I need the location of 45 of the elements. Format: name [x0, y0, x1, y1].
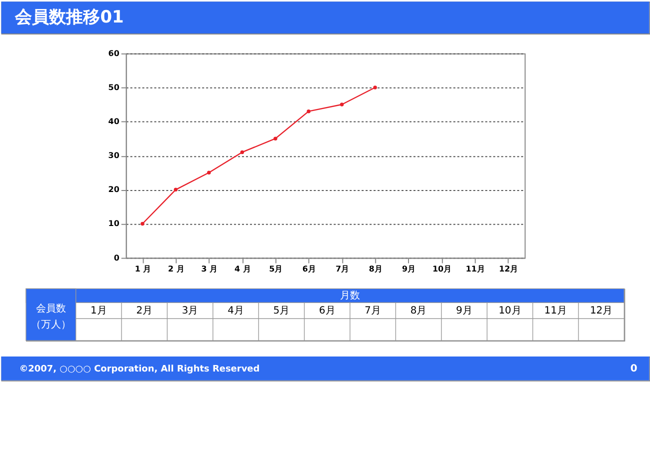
- x-tick-label: 6月: [302, 264, 316, 274]
- text: 3月: [182, 306, 198, 317]
- x-tick-label: 1 月: [134, 264, 152, 274]
- x-tick-label: 8月: [368, 264, 382, 274]
- x-tick-label: 7月: [336, 264, 350, 274]
- x-tick-label: 5月: [269, 264, 283, 274]
- x-tick-label: 9月: [402, 264, 416, 274]
- x-tick-label: 3 月: [201, 264, 218, 274]
- y-tick-label: 50: [108, 82, 120, 92]
- x-tick-label: 2 月: [168, 264, 184, 274]
- text: 4月: [228, 306, 244, 317]
- text: 1月: [90, 306, 107, 317]
- text: ©2007, ○○○○ Corporation, All Rights Reserved: [19, 364, 260, 374]
- point: [340, 102, 344, 106]
- point: [140, 222, 144, 226]
- y-tick-label: 30: [108, 151, 120, 160]
- point: [306, 109, 310, 114]
- text: 12月: [590, 306, 613, 317]
- text: 0: [630, 363, 638, 374]
- x-tick-label: 12月: [498, 264, 518, 274]
- text: 10月: [498, 306, 522, 317]
- x-tick-label: 10月: [432, 264, 452, 274]
- text: 8月: [410, 306, 427, 317]
- point: [240, 150, 244, 154]
- chart-title: 会員数推移01: [14, 6, 124, 27]
- x-tick-label: 4 月: [234, 264, 251, 274]
- x-tick-label: 11月: [466, 264, 485, 274]
- text: 11月: [544, 306, 567, 317]
- point: [274, 136, 278, 140]
- text: 会員数: [36, 302, 66, 315]
- y-tick-label: 0: [114, 253, 120, 262]
- point: [174, 188, 178, 192]
- text: 9月: [456, 306, 472, 317]
- text: 月数: [340, 290, 360, 302]
- y-tick-label: 60: [108, 48, 120, 58]
- text: 6月: [318, 306, 336, 317]
- text: （万人）: [30, 320, 71, 331]
- y-tick-label: 40: [108, 117, 120, 126]
- text: 2月: [136, 306, 153, 317]
- point: [207, 170, 211, 174]
- text: 7月: [364, 306, 382, 317]
- text: 5月: [273, 306, 290, 317]
- y-tick-label: 20: [108, 185, 120, 194]
- y-tick-label: 10: [108, 219, 120, 228]
- point: [373, 86, 377, 90]
